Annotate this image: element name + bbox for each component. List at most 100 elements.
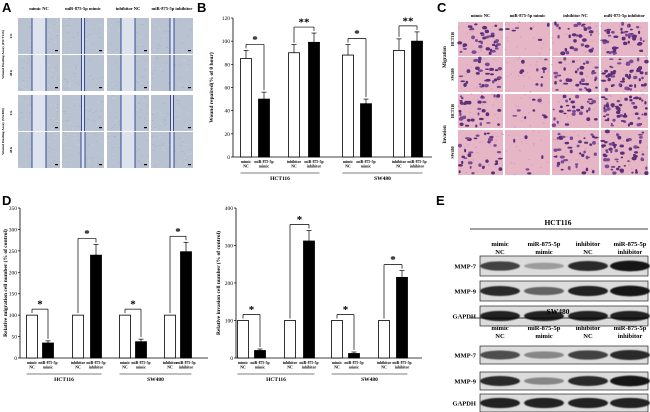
stained-cell (484, 62, 490, 67)
significance-star: * (84, 228, 90, 240)
blot-lane-label: mimic (491, 241, 508, 248)
cell-texture (54, 42, 57, 43)
stained-cell (629, 121, 634, 126)
x-tick-label: NC (240, 366, 246, 370)
pore (539, 52, 541, 55)
pore (466, 32, 469, 34)
cell-texture (52, 23, 55, 25)
cell-texture (110, 24, 113, 25)
cell-texture (140, 155, 143, 157)
wound-gap (81, 55, 85, 91)
cell-texture (139, 36, 142, 38)
cell-texture (153, 70, 156, 71)
stained-cell (459, 122, 464, 127)
stained-cell (581, 153, 585, 158)
pore (554, 52, 556, 54)
cell-texture (64, 140, 67, 141)
stained-cell (461, 160, 464, 165)
pore (632, 113, 635, 115)
pore (547, 70, 550, 73)
pore (619, 96, 622, 99)
stained-cell (591, 99, 597, 104)
stained-cell (612, 118, 616, 122)
pore (496, 83, 499, 85)
stained-cell (558, 26, 561, 30)
cell-texture (143, 100, 145, 101)
cell-texture (160, 136, 163, 137)
chart-b-wound-repaired: 0 20 40 60 80 100 120 Wound repaired(% of 0 hou… (208, 15, 432, 182)
stained-cell (525, 168, 530, 171)
blot-band (568, 375, 608, 387)
y-tick-label: 120 (222, 16, 231, 22)
x-tick-label: mimic (349, 366, 359, 370)
stained-cell (574, 163, 579, 166)
x-tick-label: inhibitor (89, 366, 104, 370)
pore (505, 21, 508, 24)
x-tick-label: mimic (255, 366, 265, 370)
pore (552, 42, 554, 44)
cell-texture (138, 103, 140, 104)
stained-cell (616, 132, 619, 137)
cell-texture (153, 29, 155, 31)
pore (476, 98, 479, 101)
cell-texture (97, 166, 99, 168)
pore (477, 51, 480, 54)
pore (495, 98, 497, 100)
stained-cell (619, 144, 624, 148)
pore (635, 123, 638, 125)
cell-texture (182, 52, 185, 54)
x-tick-label: miR-875-5p (304, 160, 323, 164)
pore (532, 25, 535, 28)
pore (593, 108, 595, 111)
pore (551, 88, 554, 90)
x-tick-label: mimic (27, 361, 37, 365)
stained-cell (543, 115, 548, 119)
cell-texture (158, 145, 161, 146)
cell-texture (140, 109, 142, 111)
cell-texture (146, 140, 148, 141)
cell-texture (108, 106, 111, 107)
stained-cell (601, 72, 606, 75)
pore (610, 95, 612, 97)
stained-cell (555, 23, 559, 28)
stained-cell (631, 101, 636, 105)
pore (607, 140, 609, 143)
x-tick-label: miR-875-5p (407, 160, 426, 164)
cell-texture (97, 78, 100, 79)
pore (594, 97, 597, 100)
cell-texture (18, 87, 21, 89)
cell-texture (157, 48, 159, 49)
cell-texture (151, 99, 154, 100)
cell-texture (69, 55, 71, 56)
x-tick-label: mimic (43, 366, 53, 370)
stained-cell (591, 47, 595, 51)
stained-cell (497, 76, 502, 80)
panel-label-b: B (197, 0, 206, 15)
stained-cell (636, 123, 642, 127)
cell-texture (190, 29, 192, 30)
cell-texture (112, 147, 114, 148)
stained-cell (489, 67, 495, 71)
stained-cell (593, 117, 598, 121)
cell-texture (98, 137, 100, 139)
cell-texture (27, 43, 29, 45)
cell-texture (161, 51, 163, 53)
stained-cell (496, 94, 501, 98)
cell-texture (25, 83, 27, 85)
cell-texture (159, 29, 161, 30)
cell-texture (179, 110, 181, 111)
wound-gap (170, 18, 174, 54)
cell-texture (64, 40, 66, 41)
wound-gap (121, 132, 135, 168)
cell-texture (154, 49, 156, 51)
cell-texture (108, 30, 111, 31)
cell-texture (153, 41, 156, 43)
cell-texture (56, 121, 59, 122)
stained-cell (606, 28, 611, 31)
cell-texture (53, 138, 56, 139)
panel-c-group-label: Invasion (443, 125, 448, 144)
x-tick-label: NC (381, 366, 387, 370)
wound-gap (121, 95, 135, 131)
wound-image-tile (107, 95, 149, 131)
transwell-image-tile (600, 21, 648, 57)
